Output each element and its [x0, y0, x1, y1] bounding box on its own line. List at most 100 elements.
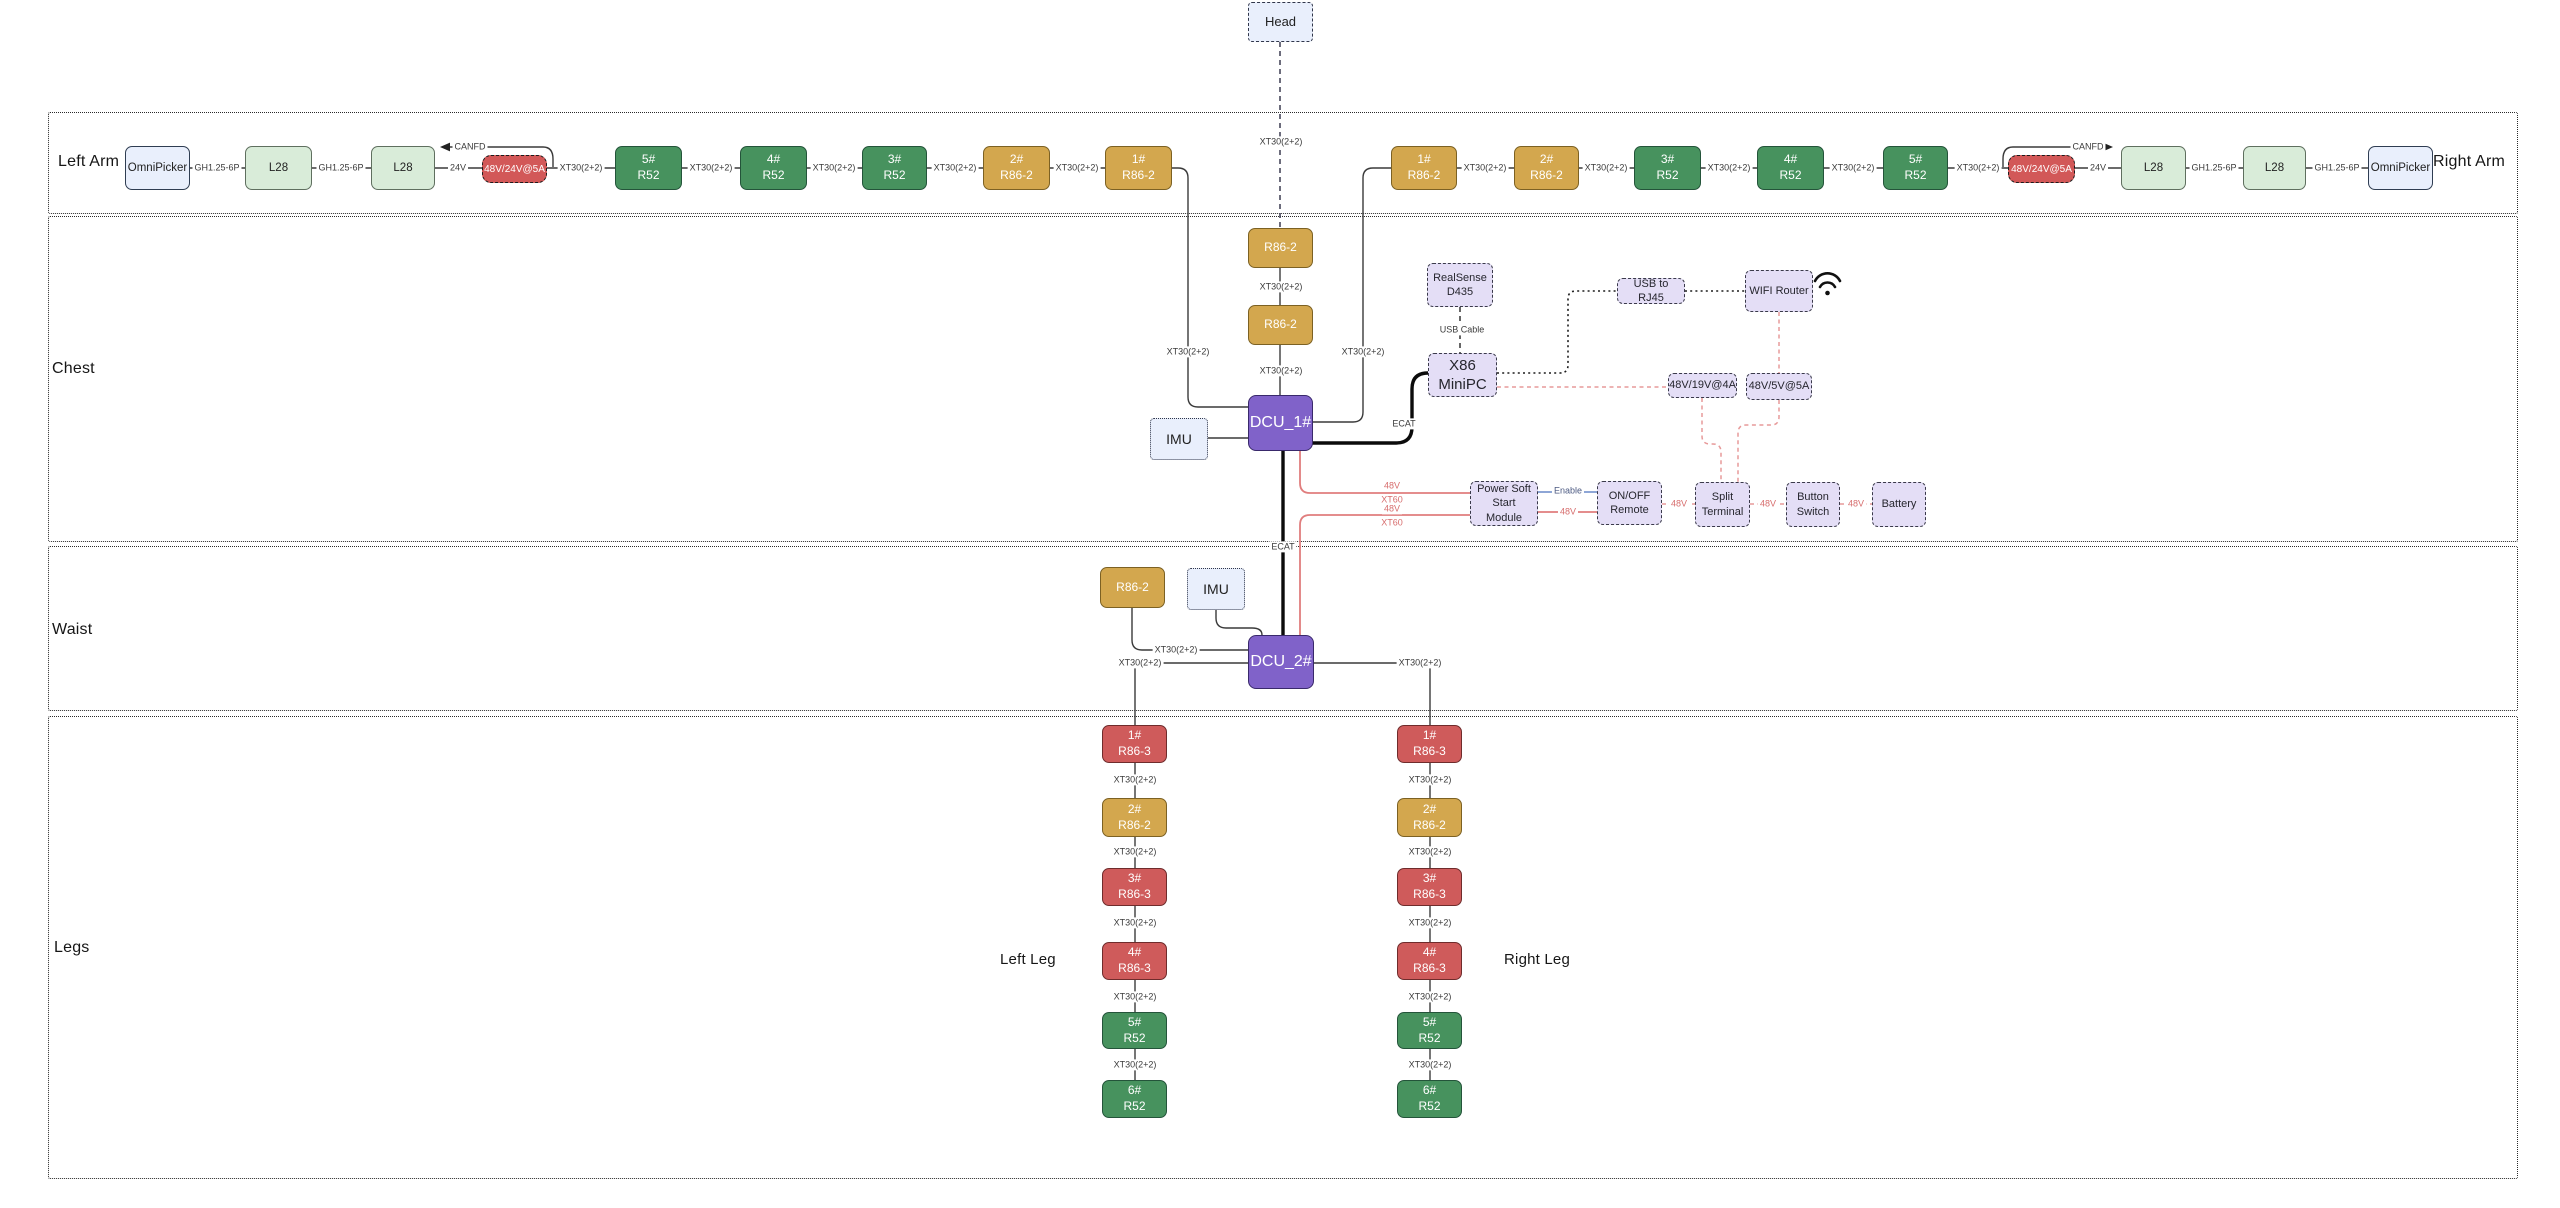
connector-label: 24V: [2087, 162, 2109, 174]
dcu-1: DCU_1#: [1248, 395, 1313, 451]
connector-label: 48V: [1668, 498, 1690, 510]
right-arm-motor-1: 1# R86-2: [1391, 146, 1457, 190]
connector-label: XT30(2+2): [1164, 346, 1212, 358]
section-label-waist: Waist: [52, 621, 93, 638]
wire-e32: [1737, 400, 1780, 482]
left-arm-omnipicker: OmniPicker: [125, 146, 190, 190]
connector-label: XT30(2+2): [1406, 917, 1454, 929]
chest-motor-r86-lower: R86-2: [1248, 305, 1313, 345]
wire-e42: [1215, 610, 1263, 636]
left-leg-motor-2: 2# R86-2: [1102, 798, 1167, 837]
connector-label: XT30(2+2): [557, 162, 605, 174]
wire-e34: [1299, 514, 1470, 635]
connector-label: XT30(2+2): [1406, 1059, 1454, 1071]
wire-e27: [1497, 290, 1617, 374]
connector-label: 48V: [1557, 506, 1579, 518]
right-arm-l28-2: L28: [2243, 146, 2306, 190]
chest-imu: IMU: [1150, 418, 1208, 460]
battery: Battery: [1872, 482, 1926, 527]
right-arm-motor-4: 4# R52: [1757, 146, 1824, 190]
power-line-label: XT60: [1379, 494, 1405, 506]
label-left-leg: Left Leg: [1000, 951, 1056, 968]
section-label-left-arm: Left Arm: [58, 153, 120, 170]
legs-band: [48, 716, 2518, 1179]
wifi-icon: [1813, 272, 1842, 296]
power-soft-start-module: Power Soft Start Module: [1470, 481, 1538, 526]
head-box: Head: [1248, 2, 1313, 42]
wire-e33: [1299, 451, 1470, 494]
connector-label: XT30(2+2): [1829, 162, 1877, 174]
connector-label: 48V: [1757, 498, 1779, 510]
left-arm-motor-5: 5# R52: [615, 146, 682, 190]
left-arm-motor-2: 2# R86-2: [983, 146, 1050, 190]
right-arm-motor-2: 2# R86-2: [1514, 146, 1579, 190]
connector-label: XT30(2+2): [1406, 774, 1454, 786]
right-leg-motor-1: 1# R86-3: [1397, 725, 1462, 763]
connector-label: XT30(2+2): [1257, 136, 1305, 148]
section-label-right-arm: Right Arm: [2433, 153, 2506, 170]
right-leg-motor-4: 4# R86-3: [1397, 942, 1462, 980]
wire-e9: [1172, 167, 1248, 408]
right-arm-l28-1: L28: [2121, 146, 2186, 190]
split-terminal: Split Terminal: [1695, 482, 1750, 527]
realsense-d435: RealSense D435: [1427, 263, 1493, 307]
wire-e41: [1131, 608, 1248, 651]
connector-label: GH1.25-6P: [192, 162, 242, 174]
connector-label: XT30(2+2): [1053, 162, 1101, 174]
waist-imu: IMU: [1187, 568, 1245, 610]
left-arm-power-converter: 48V/24V@5A: [482, 155, 547, 183]
connector-label: XT30(2+2): [1461, 162, 1509, 174]
connector-label: 24V: [447, 162, 469, 174]
wire-e44: [1314, 662, 1431, 725]
chest-motor-r86-upper: R86-2: [1248, 228, 1313, 268]
wire-e10: [445, 146, 554, 167]
canfd-arrow-left: [440, 142, 450, 152]
right-leg-motor-2: 2# R86-2: [1397, 798, 1462, 837]
converter-48v-19v-4a: 48V/19V@4A: [1668, 373, 1737, 398]
right-leg-motor-3: 3# R86-3: [1397, 868, 1462, 906]
label-right-leg: Right Leg: [1504, 951, 1571, 968]
left-leg-motor-6: 6# R52: [1102, 1080, 1167, 1118]
wifi-router: WIFI Router: [1745, 270, 1813, 312]
connector-label: XT30(2+2): [1111, 774, 1159, 786]
connector-label: Enable: [1551, 485, 1585, 497]
right-arm-power-converter: 48V/24V@5A: [2008, 155, 2075, 183]
wire-e11: [2002, 146, 2108, 167]
left-leg-motor-4: 4# R86-3: [1102, 942, 1167, 980]
arms-band: [48, 112, 2518, 214]
on-off-remote: ON/OFF Remote: [1597, 481, 1662, 525]
connector-label: XT30(2+2): [1339, 346, 1387, 358]
connector-label: XT30(2+2): [1111, 991, 1159, 1003]
x86-minipc: X86 MiniPC: [1428, 353, 1497, 397]
left-leg-motor-1: 1# R86-3: [1102, 725, 1167, 763]
connector-label: XT30(2+2): [1116, 657, 1164, 669]
connector-label: ECAT: [1390, 418, 1418, 430]
connector-label: XT30(2+2): [1111, 1059, 1159, 1071]
right-arm-motor-3: 3# R52: [1634, 146, 1701, 190]
connector-label: CANFD: [452, 141, 488, 153]
canfd-arrow-right: [2103, 142, 2113, 152]
wire-e43: [1134, 662, 1248, 725]
connector-label: GH1.25-6P: [2189, 162, 2239, 174]
usb-to-rj45-adapter: USB to RJ45: [1617, 278, 1685, 304]
right-arm-motor-5: 5# R52: [1883, 146, 1948, 190]
left-arm-l28-1: L28: [245, 146, 312, 190]
power-line-label: XT60: [1379, 517, 1405, 529]
left-arm-motor-4: 4# R52: [740, 146, 807, 190]
connector-label: XT30(2+2): [687, 162, 735, 174]
left-leg-motor-5: 5# R52: [1102, 1012, 1167, 1049]
power-line-label: 48V: [1381, 480, 1403, 492]
connector-label: XT30(2+2): [1406, 991, 1454, 1003]
connector-label: XT30(2+2): [1111, 846, 1159, 858]
section-label-legs: Legs: [54, 939, 90, 956]
dcu-2: DCU_2#: [1248, 635, 1314, 689]
connector-label: XT30(2+2): [1954, 162, 2002, 174]
section-label-chest: Chest: [52, 360, 95, 377]
wire-e31: [1701, 398, 1722, 482]
connector-label: XT30(2+2): [1396, 657, 1444, 669]
connector-label: XT30(2+2): [1111, 917, 1159, 929]
left-arm-motor-3: 3# R52: [862, 146, 927, 190]
right-leg-motor-6: 6# R52: [1397, 1080, 1462, 1118]
button-switch: Button Switch: [1786, 482, 1840, 527]
connector-label: CANFD: [2070, 141, 2106, 153]
